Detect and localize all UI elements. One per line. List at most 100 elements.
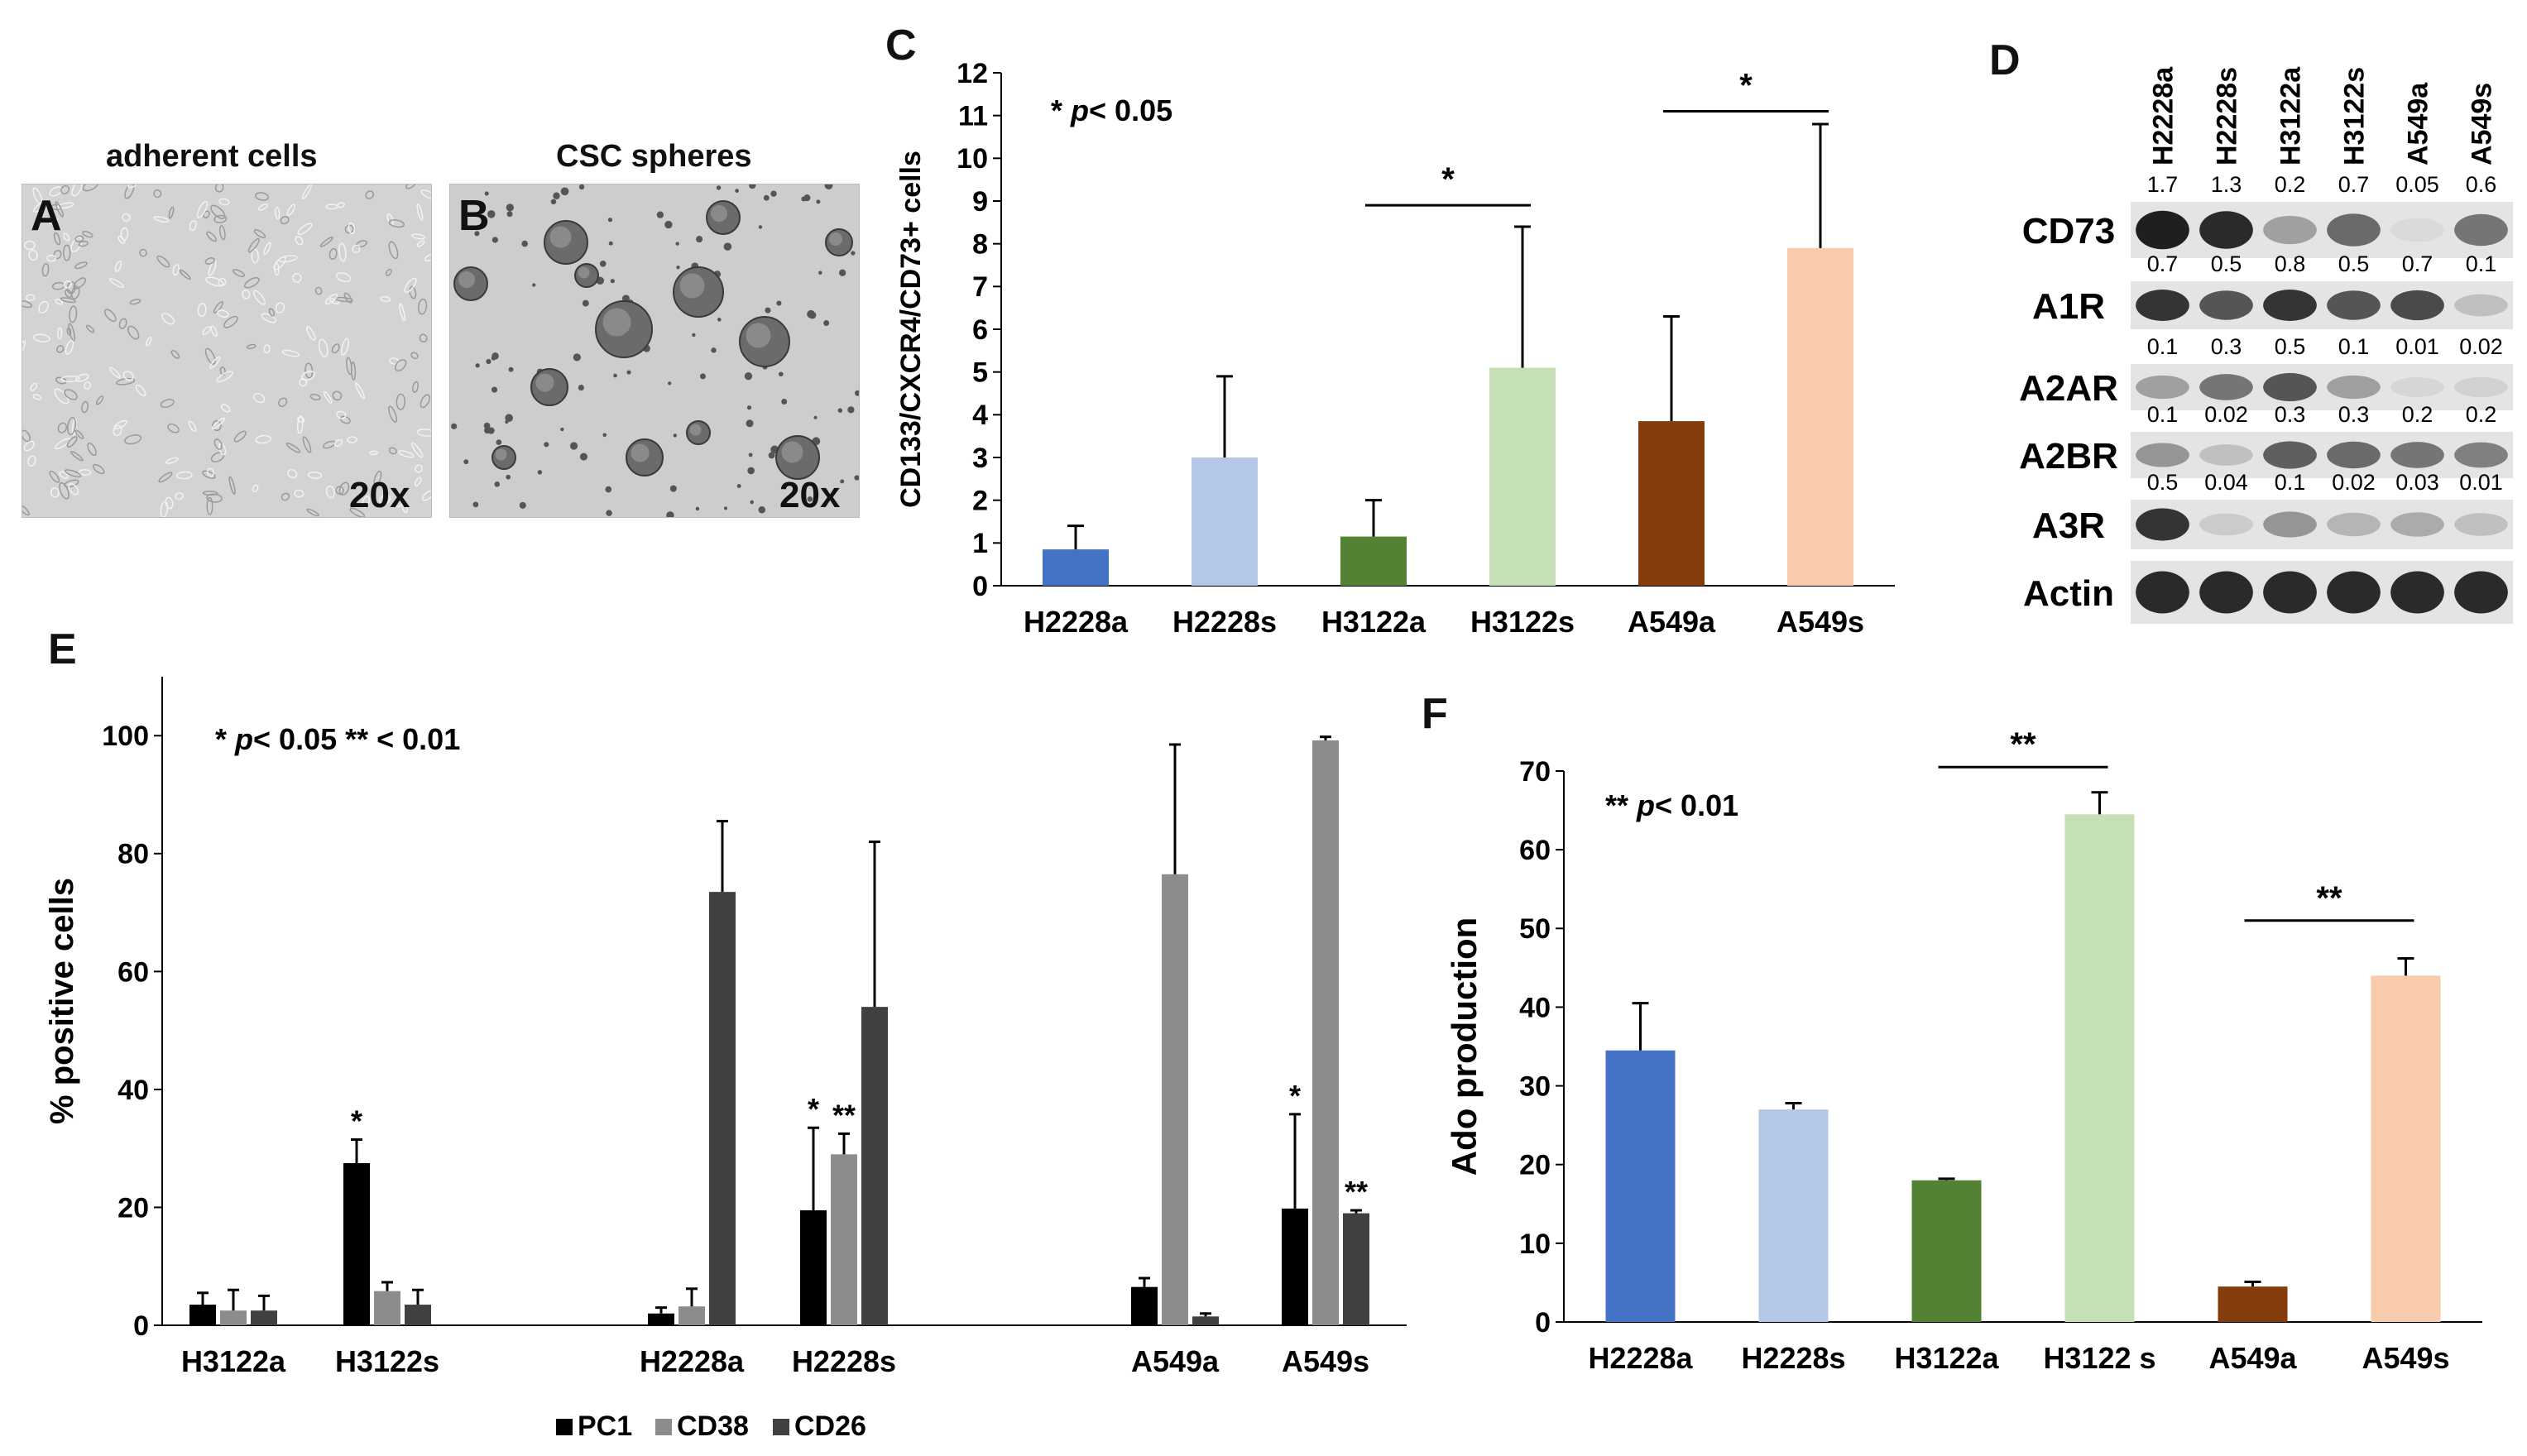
adherent-cell — [75, 373, 89, 382]
x-tick-label: H2228a — [1024, 605, 1129, 639]
single-cell — [669, 485, 677, 492]
single-cell — [475, 363, 480, 368]
csc-spheres-image: B 20x — [449, 184, 860, 518]
band — [2263, 571, 2317, 614]
band-quantification: 0.5 — [2147, 470, 2179, 495]
adherent-cell — [70, 237, 83, 253]
bar-pc1 — [189, 1305, 216, 1325]
adherent-cell — [127, 325, 140, 340]
adherent-cell — [379, 494, 391, 505]
single-cell — [578, 184, 585, 190]
adherent-cell — [388, 241, 399, 260]
adherent-cell — [92, 463, 105, 475]
adherent-cell — [336, 272, 352, 283]
adherent-cell — [70, 451, 84, 462]
band — [2263, 290, 2317, 321]
adherent-cell — [59, 471, 69, 480]
adherent-cell — [338, 242, 347, 262]
single-cell — [602, 433, 607, 438]
adherent-cell — [22, 299, 33, 309]
band — [2199, 374, 2253, 400]
x-tick-label: H2228s — [1172, 605, 1277, 639]
single-cell — [508, 366, 514, 372]
adherent-cell — [373, 470, 382, 486]
x-tick-label: H2228s — [1741, 1341, 1845, 1375]
adherent-cell — [179, 269, 191, 280]
band-quantification: 0.04 — [2204, 470, 2248, 495]
adherent-cell — [167, 423, 180, 433]
y-tick-label: 50 — [1519, 913, 1551, 945]
single-cell — [451, 423, 458, 429]
single-cell — [840, 479, 845, 484]
p-symbol: p — [1636, 788, 1655, 822]
band — [2263, 215, 2317, 245]
bar-h3122a — [1340, 536, 1407, 586]
band — [2263, 511, 2317, 538]
band-quantification: 0.01 — [2459, 470, 2503, 495]
single-cell — [768, 452, 775, 459]
single-cell — [803, 194, 811, 202]
adherent-cell — [30, 382, 38, 391]
band — [2199, 571, 2253, 614]
adherent-cell — [252, 392, 266, 404]
y-tick-label: 0 — [133, 1310, 149, 1342]
x-tick-label: A549a — [1628, 605, 1716, 639]
single-cell — [855, 390, 859, 396]
adherent-cell — [233, 430, 247, 443]
adherent-cell — [251, 248, 260, 264]
adherent-cell — [25, 294, 36, 301]
significance-star: * — [1739, 68, 1753, 104]
single-cell — [532, 283, 536, 287]
legend-label-pc1: PC1 — [578, 1410, 632, 1442]
significance-star: ** — [1345, 1175, 1368, 1209]
single-cell — [560, 427, 564, 432]
band — [2136, 508, 2189, 541]
adherent-cell — [189, 220, 197, 232]
adherent-cell — [153, 189, 162, 199]
p-symbol: p — [1070, 93, 1089, 127]
adherent-cell — [211, 417, 226, 430]
adherent-cell — [196, 200, 209, 218]
adherent-cell — [340, 338, 350, 356]
single-cell — [484, 427, 491, 434]
adherent-cell — [309, 393, 321, 401]
band — [2136, 290, 2189, 321]
band — [2454, 442, 2508, 468]
single-cell — [823, 319, 830, 327]
adherent-cell — [337, 202, 346, 208]
single-cell — [487, 210, 496, 218]
band — [2390, 218, 2444, 242]
bar-h3122s — [2064, 814, 2135, 1322]
bar-h2228a — [1605, 1050, 1676, 1322]
adherent-cell — [296, 415, 304, 434]
adherent-cell — [232, 269, 245, 278]
p-threshold: < 0.05 — [1089, 93, 1172, 127]
adherent-cell — [205, 276, 224, 287]
single-cell — [744, 371, 753, 381]
band-quantification: 0.3 — [2275, 402, 2306, 427]
y-tick-label: 40 — [117, 1075, 149, 1106]
band-quantification: 0.02 — [2204, 402, 2248, 427]
adherent-cell — [207, 467, 214, 477]
y-tick-label: 5 — [972, 357, 988, 389]
blot-strip-a2ar — [2131, 364, 2513, 410]
adherent-cell — [209, 356, 221, 369]
single-cell — [746, 405, 752, 410]
chart-f: F 0 10 20 30 40 50 60 70 H2228a H2228s H3122a H3122… — [1422, 690, 2482, 1375]
adherent-cell — [60, 184, 70, 194]
adherent-cell — [160, 399, 175, 409]
adherent-cell — [223, 315, 238, 328]
p-value-annotation: * p< 0.05 — [1051, 93, 1172, 127]
adherent-cell — [113, 419, 127, 430]
adherent-cell — [324, 293, 338, 305]
band — [2199, 513, 2253, 536]
adherent-cell-texture — [22, 184, 431, 517]
single-cell — [491, 237, 499, 243]
single-cell — [472, 501, 479, 508]
adherent-cell — [74, 235, 84, 242]
adherent-cell — [349, 507, 366, 517]
band — [2327, 571, 2381, 614]
adherent-cell — [55, 438, 71, 450]
